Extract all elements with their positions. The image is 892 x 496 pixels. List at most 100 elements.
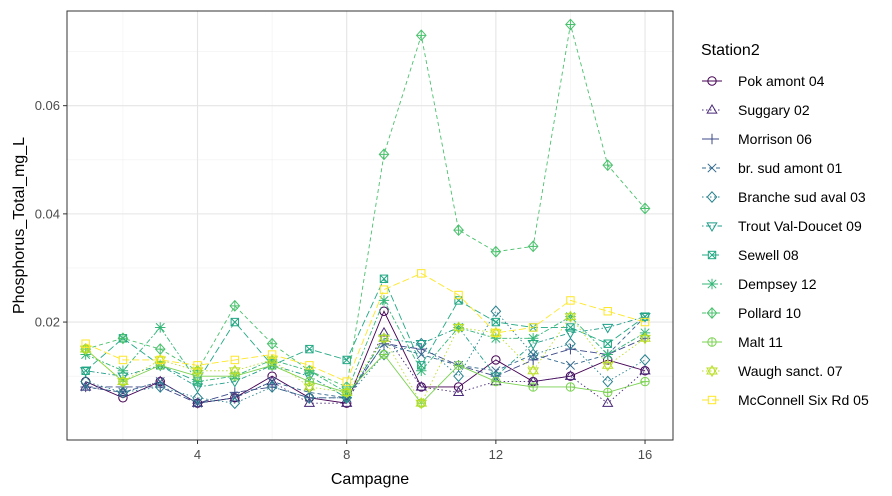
- data-point: [640, 312, 650, 321]
- legend-item: Sewell 08: [702, 247, 799, 263]
- data-point: [379, 349, 389, 360]
- data-point: [118, 393, 128, 403]
- data-point: [491, 328, 501, 338]
- legend-item: Trout Val-Doucet 09: [702, 218, 862, 234]
- legend-key-marker: [706, 307, 718, 319]
- legend-label: Suggary 02: [738, 102, 810, 118]
- data-point: [378, 148, 390, 161]
- series-5: [80, 305, 651, 410]
- data-point: [342, 355, 351, 365]
- legend-label: Malt 11: [738, 334, 783, 350]
- data-point: [490, 245, 502, 258]
- data-point: [229, 299, 241, 312]
- data-point: [527, 364, 540, 377]
- series-layer: [79, 18, 651, 410]
- data-point: [266, 353, 279, 367]
- data-point: [229, 387, 241, 398]
- legend-label: br. sud amont 01: [738, 160, 843, 176]
- series-9: [80, 18, 651, 393]
- data-point: [639, 313, 651, 323]
- data-point: [193, 361, 202, 370]
- legend-label: Trout Val-Doucet 09: [738, 218, 862, 234]
- data-point: [415, 340, 427, 350]
- data-point: [453, 370, 464, 383]
- data-point: [303, 397, 316, 407]
- data-point: [564, 329, 577, 339]
- grid: [67, 11, 673, 440]
- data-point: [491, 376, 501, 387]
- data-point: [229, 391, 241, 402]
- data-point: [454, 296, 463, 305]
- data-point: [601, 359, 614, 372]
- legend-item: Malt 11: [702, 334, 783, 350]
- data-point: [378, 348, 390, 361]
- legend-label: Branche sud aval 03: [738, 189, 866, 205]
- legend-label: Pok amont 04: [738, 73, 825, 89]
- legend-item: Suggary 02: [702, 102, 810, 118]
- data-point: [266, 381, 278, 393]
- data-point: [453, 360, 464, 371]
- data-point: [154, 343, 166, 356]
- series-8: [80, 295, 651, 398]
- legend-label: Pollard 10: [738, 305, 801, 321]
- data-point: [602, 397, 614, 407]
- data-point: [117, 332, 129, 345]
- legend-item: br. sud amont 01: [702, 160, 843, 176]
- data-point: [491, 355, 501, 365]
- data-point: [191, 364, 204, 377]
- series-line: [85, 337, 646, 404]
- data-point: [117, 375, 129, 388]
- data-point: [340, 386, 353, 399]
- y-axis-title: Phosphorus_Total_mg_L: [11, 137, 28, 314]
- x-tick-label: 16: [638, 447, 652, 462]
- legend-key-marker: [707, 395, 717, 405]
- axes: 4 8 12 16 0.02 0.04 0.06: [35, 98, 653, 462]
- data-point: [267, 350, 277, 359]
- legend-item: Dempsey 12: [702, 276, 817, 292]
- legend-item: Waugh sanct. 07: [702, 363, 843, 379]
- legend: Pok amont 04 Suggary 02 Morrison 06 br. sud…: [702, 73, 869, 408]
- data-point: [564, 310, 577, 323]
- data-point: [154, 381, 166, 393]
- data-point: [454, 290, 463, 300]
- data-point: [342, 377, 351, 386]
- data-point: [266, 381, 278, 393]
- data-point: [489, 326, 502, 340]
- y-tick-label: 0.04: [35, 206, 60, 221]
- data-point: [378, 295, 390, 306]
- legend-title: Station2: [701, 42, 760, 59]
- data-point: [453, 224, 464, 237]
- legend-item: Branche sud aval 03: [702, 189, 866, 205]
- legend-key-marker: [706, 364, 718, 378]
- legend-key-marker: [706, 104, 718, 114]
- data-point: [491, 317, 501, 327]
- data-point: [639, 202, 651, 215]
- data-point: [230, 355, 240, 365]
- series-line: [85, 272, 646, 383]
- data-point: [379, 285, 389, 294]
- data-point: [603, 307, 612, 316]
- data-point: [79, 367, 92, 377]
- data-point: [117, 365, 129, 376]
- data-point: [154, 353, 167, 367]
- data-point: [415, 380, 427, 391]
- series-7: [81, 274, 650, 386]
- data-point: [564, 370, 577, 380]
- legend-key-marker: [706, 278, 718, 290]
- data-point: [266, 354, 278, 366]
- data-point: [416, 365, 427, 376]
- legend-label: Waugh sanct. 07: [738, 363, 843, 379]
- y-tick-label: 0.02: [35, 315, 60, 330]
- data-point: [565, 337, 576, 350]
- data-point: [528, 382, 538, 392]
- data-point: [80, 375, 92, 388]
- data-point: [490, 305, 502, 318]
- data-point: [378, 326, 390, 337]
- data-point: [267, 371, 277, 381]
- data-point: [155, 322, 166, 333]
- data-point: [603, 339, 612, 348]
- data-point: [156, 355, 165, 365]
- data-point: [81, 339, 90, 348]
- data-point: [565, 382, 576, 392]
